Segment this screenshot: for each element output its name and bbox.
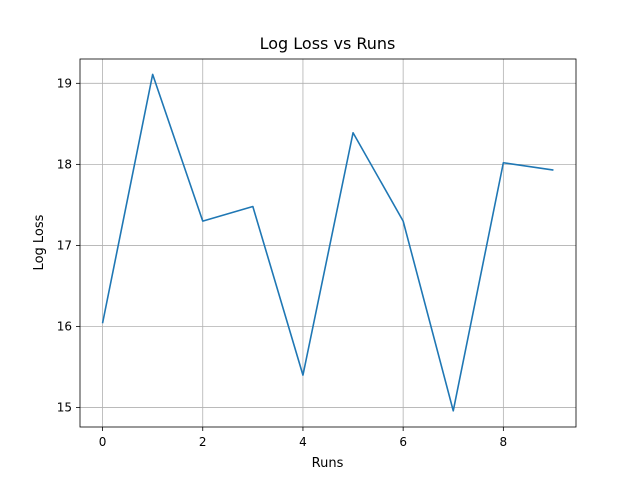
x-tick-label: 0 xyxy=(99,435,107,449)
y-tick-label: 19 xyxy=(57,76,72,90)
x-axis-label: Runs xyxy=(312,456,344,471)
data-point xyxy=(501,161,505,165)
data-point xyxy=(401,219,405,223)
y-tick-label: 15 xyxy=(57,401,72,415)
data-point xyxy=(351,131,355,135)
x-tick-label: 4 xyxy=(299,435,307,449)
data-point xyxy=(101,321,105,325)
x-tick-label: 8 xyxy=(500,435,508,449)
series-line xyxy=(101,73,554,412)
data-point xyxy=(301,373,305,377)
x-tick-label: 2 xyxy=(199,435,207,449)
data-point xyxy=(201,219,205,223)
data-point xyxy=(251,205,255,209)
chart-title: Log Loss vs Runs xyxy=(260,34,396,53)
plot-area-frame xyxy=(79,58,577,428)
y-tick-label: 18 xyxy=(57,157,72,171)
data-point xyxy=(551,168,555,172)
y-tick-label: 17 xyxy=(57,238,72,252)
data-point xyxy=(151,72,155,76)
axis-ticks: 0 2 4 6 8 15 16 17 18 19 xyxy=(57,76,507,449)
series-layer xyxy=(101,72,555,413)
y-axis-label: Log Loss xyxy=(32,214,47,270)
x-tick-label: 6 xyxy=(399,435,407,449)
y-tick-label: 16 xyxy=(57,319,72,333)
grid-lines xyxy=(80,59,576,427)
data-point xyxy=(451,409,455,413)
